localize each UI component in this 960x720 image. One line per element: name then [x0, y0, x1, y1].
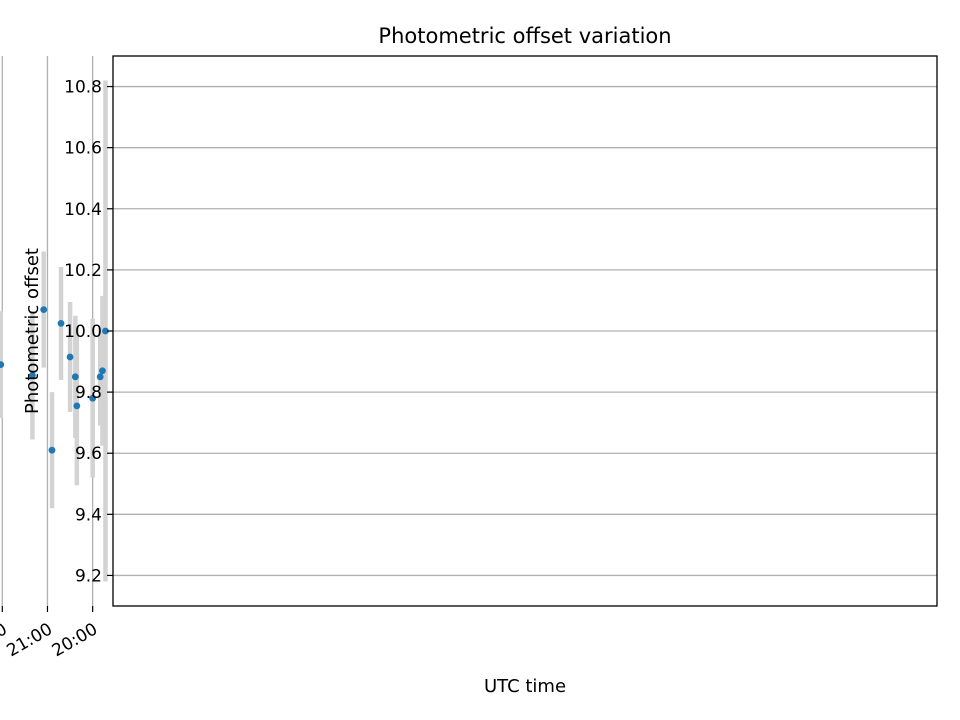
data-point [29, 371, 36, 379]
y-axis-label: Photometric offset [22, 248, 43, 414]
data-point [66, 353, 74, 361]
data-point [0, 361, 5, 369]
y-tick-label: 9.2 [75, 566, 102, 586]
y-tick-label: 10.0 [64, 322, 102, 342]
y-tick-label: 9.6 [75, 444, 102, 464]
data-point [96, 373, 104, 381]
y-tick-label: 10.2 [64, 261, 102, 281]
y-tick-label: 10.4 [64, 200, 102, 220]
x-tick-label: 20:00 [49, 619, 101, 661]
data-point [102, 327, 109, 335]
data-point [73, 402, 81, 410]
x-axis-label: UTC time [484, 676, 566, 697]
data-point [40, 306, 48, 314]
chart-title: Photometric offset variation [378, 24, 671, 48]
y-tick-label: 10.6 [64, 139, 102, 159]
data-point [57, 319, 65, 327]
data-point [71, 373, 79, 381]
data-point [48, 446, 56, 454]
y-tick-label: 9.8 [75, 383, 102, 403]
data-point [89, 394, 97, 402]
data-point [99, 367, 106, 375]
x-tick-label: 21:00 [4, 619, 56, 661]
y-tick-label: 9.4 [75, 505, 102, 525]
y-tick-label: 10.8 [64, 78, 102, 98]
